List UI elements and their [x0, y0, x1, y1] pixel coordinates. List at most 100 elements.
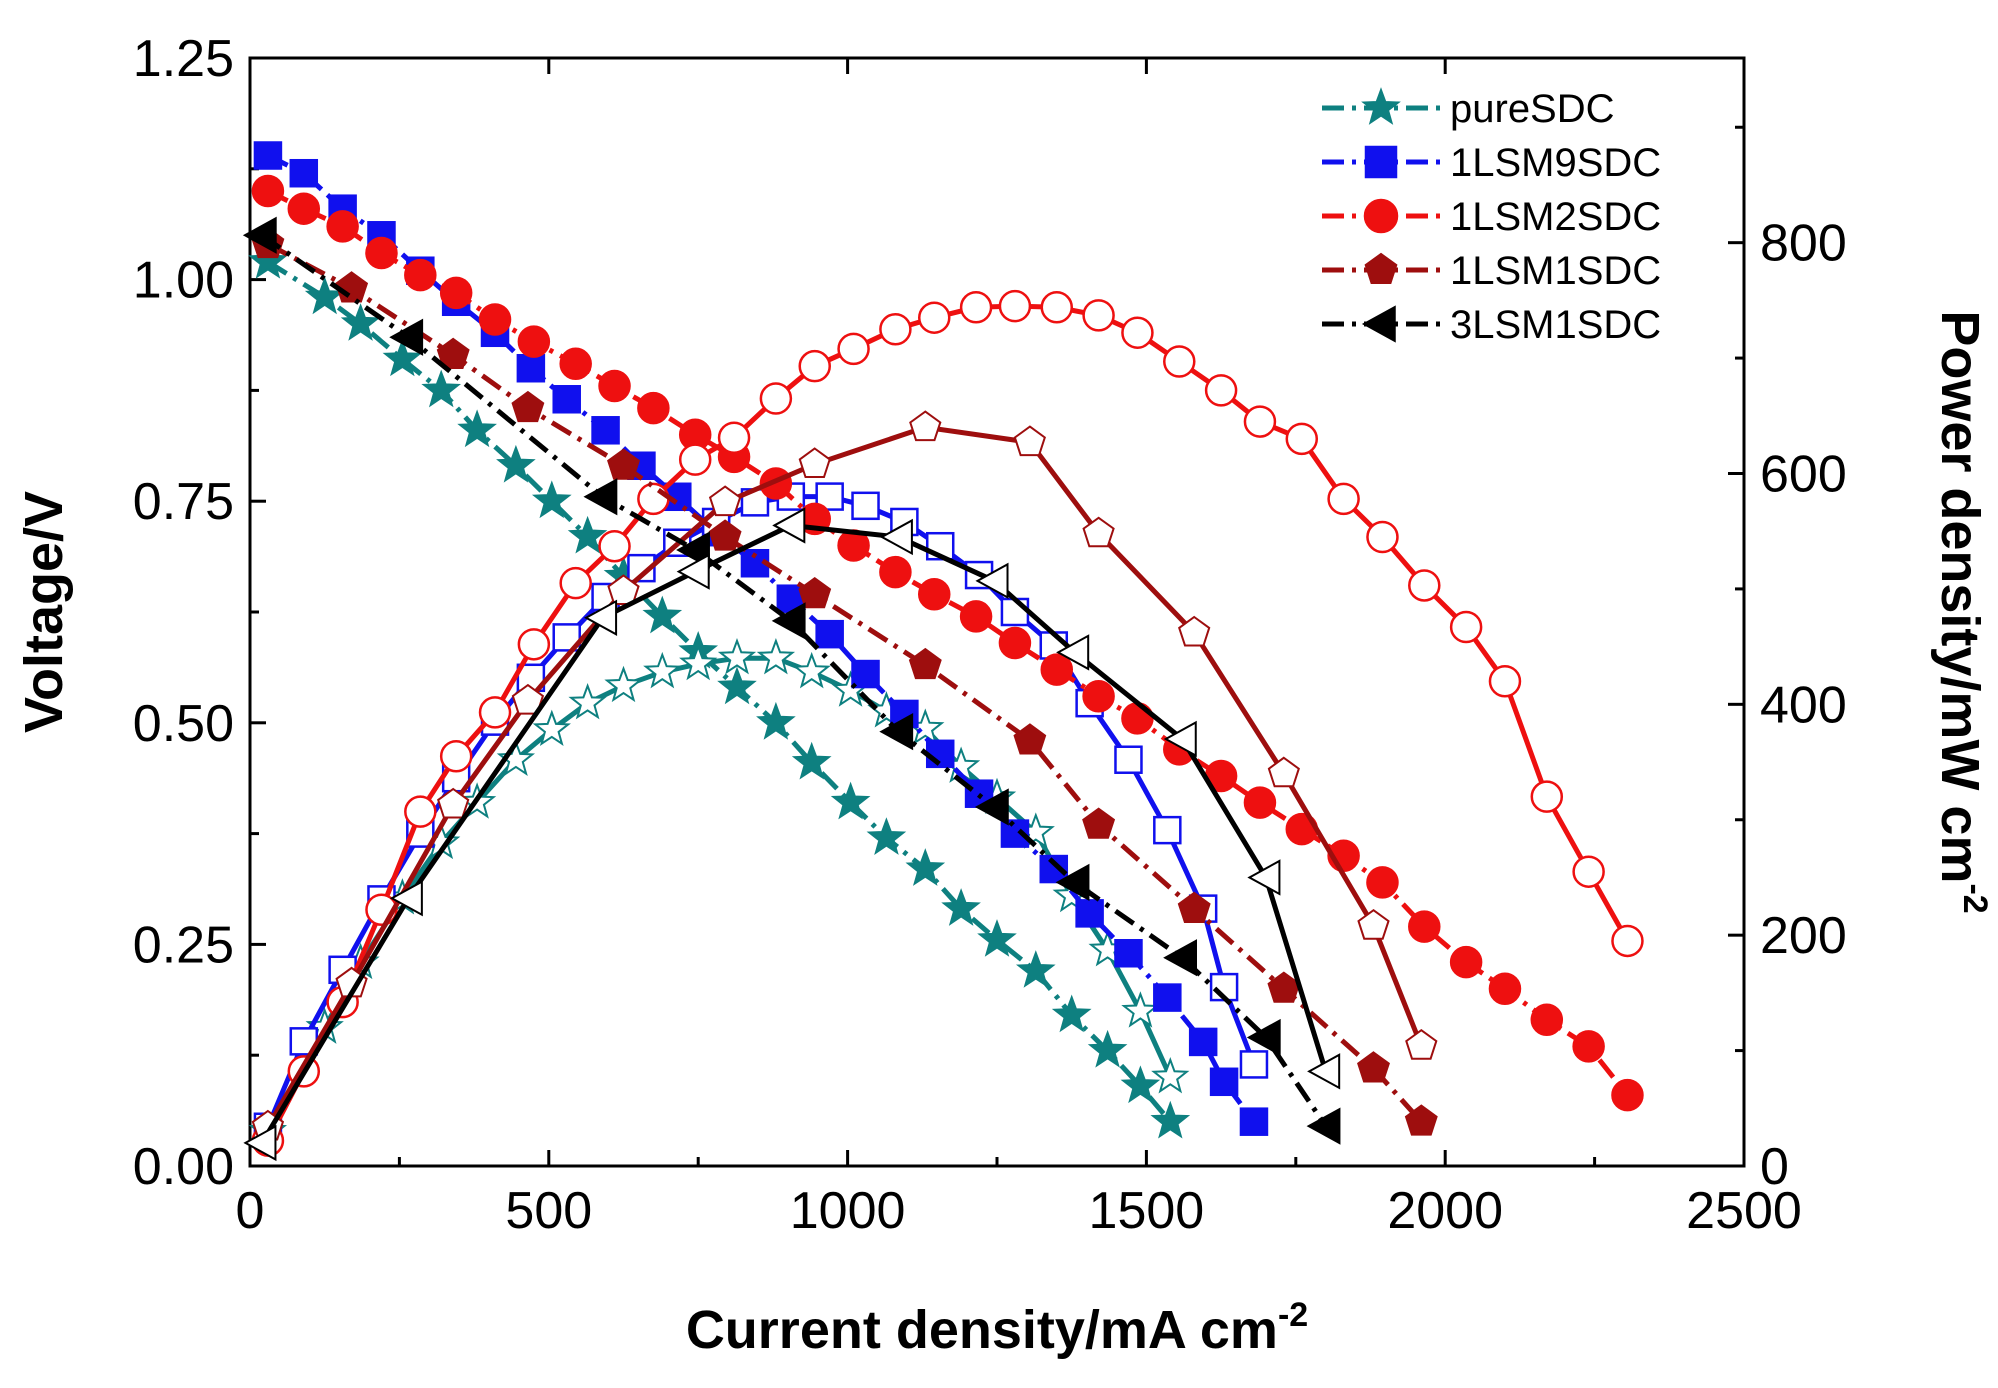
voltage-point-1LSM1SDC	[1082, 807, 1116, 839]
voltage-point-1LSM2SDC	[1243, 786, 1277, 819]
voltage-curve-pureSDC	[266, 259, 1173, 1124]
power-point-1LSM2SDC	[998, 289, 1032, 323]
voltage-point-1LSM2SDC	[1449, 945, 1483, 979]
series-1LSM1SDC	[251, 226, 1438, 1141]
voltage-curve-1LSM9SDC	[266, 153, 1257, 1124]
power-point-1LSM1SDC	[1405, 1028, 1438, 1060]
voltage-point-1LSM1SDC	[798, 576, 832, 609]
power-point-1LSM9SDC	[851, 491, 880, 521]
voltage-point-1LSM2SDC	[1572, 1030, 1605, 1063]
legend-marker-3LSM1SDC	[1361, 305, 1396, 343]
legend: pureSDC 1LSM9SDC 1LSM2SDC 1LSM1SDC 3LSM1SDC	[1322, 87, 1661, 347]
power-point-1LSM2SDC	[598, 529, 631, 563]
power-point-1LSM1SDC	[798, 447, 831, 478]
power-point-1LSM2SDC	[1327, 482, 1360, 516]
power-point-1LSM2SDC	[798, 349, 831, 383]
voltage-point-pureSDC	[1120, 1065, 1161, 1104]
voltage-point-1LSM2SDC	[517, 325, 551, 358]
series-3LSM1SDC	[242, 216, 1341, 1162]
voltage-point-3LSM1SDC	[1246, 1018, 1281, 1057]
voltage-point-1LSM9SDC	[1000, 819, 1030, 848]
series-pureSDC	[248, 241, 1191, 1148]
voltage-point-1LSM2SDC	[478, 303, 512, 336]
voltage-point-1LSM2SDC	[365, 236, 398, 270]
x-axis-title-superscript: -2	[1278, 1296, 1308, 1334]
power-point-1LSM2SDC	[1285, 422, 1319, 456]
voltage-point-pureSDC	[567, 515, 608, 554]
legend-marker-1LSM9SDC	[1364, 145, 1398, 179]
power-point-3LSM1SDC	[1163, 720, 1197, 758]
voltage-point-pureSDC	[457, 409, 497, 448]
power-point-1LSM2SDC	[1530, 780, 1564, 813]
axis-ticks	[248, 56, 1746, 1168]
y-right-tick-label: 200	[1760, 907, 1847, 965]
series-1LSM9SDC	[253, 141, 1269, 1142]
voltage-point-1LSM2SDC	[287, 192, 321, 225]
power-point-pureSDC	[679, 643, 718, 681]
power-point-pureSDC	[496, 739, 536, 777]
voltage-point-1LSM2SDC	[1121, 702, 1154, 735]
power-point-1LSM2SDC	[717, 421, 751, 454]
power-point-1LSM2SDC	[1163, 345, 1196, 378]
power-point-1LSM2SDC	[759, 382, 793, 415]
y-axis-title-right-main: Power density/mW cm	[1930, 310, 1990, 883]
power-point-pureSDC	[792, 651, 831, 689]
power-point-1LSM2SDC	[404, 795, 437, 828]
voltage-point-pureSDC	[756, 701, 796, 740]
power-point-3LSM1SDC	[772, 507, 806, 544]
power-point-1LSM2SDC	[637, 482, 670, 516]
legend-label-3LSM1SDC: 3LSM1SDC	[1450, 303, 1661, 347]
voltage-point-1LSM9SDC	[1209, 1067, 1239, 1097]
power-point-3LSM1SDC	[584, 599, 618, 636]
power-point-1LSM2SDC	[559, 566, 592, 600]
legend-label-pureSDC: pureSDC	[1450, 87, 1615, 131]
voltage-point-3LSM1SDC	[1055, 863, 1090, 901]
power-point-3LSM1SDC	[1247, 859, 1281, 896]
voltage-point-3LSM1SDC	[879, 713, 914, 751]
voltage-point-pureSDC	[531, 480, 572, 519]
y-left-tick-label: 1.25	[133, 30, 234, 88]
x-axis-title: Current density/mA cm-2	[686, 1296, 1308, 1360]
y-right-tick-label: 0	[1760, 1138, 1789, 1196]
y-right-tick-label: 600	[1760, 446, 1847, 504]
voltage-point-1LSM2SDC	[959, 600, 993, 633]
voltage-point-3LSM1SDC	[583, 478, 618, 516]
x-tick-label: 2500	[1686, 1182, 1802, 1240]
power-point-pureSDC	[717, 638, 757, 675]
y-axis-title-right: Power density/mW cm-2	[1930, 310, 1994, 913]
power-point-1LSM1SDC	[607, 574, 640, 605]
voltage-point-3LSM1SDC	[1306, 1107, 1341, 1145]
voltage-point-1LSM2SDC	[1366, 866, 1399, 899]
power-point-1LSM9SDC	[1239, 1050, 1269, 1079]
power-point-pureSDC	[643, 651, 682, 689]
power-point-3LSM1SDC	[389, 880, 423, 917]
voltage-point-1LSM1SDC	[335, 271, 369, 303]
voltage-point-1LSM1SDC	[511, 390, 545, 423]
voltage-point-1LSM2SDC	[251, 174, 285, 208]
voltage-point-1LSM2SDC	[404, 258, 437, 292]
data-series	[242, 141, 1644, 1162]
voltage-point-1LSM1SDC	[607, 448, 640, 480]
voltage-point-1LSM2SDC	[637, 391, 670, 425]
power-point-1LSM1SDC	[437, 787, 470, 819]
power-point-1LSM2SDC	[517, 628, 551, 661]
voltage-point-1LSM2SDC	[1040, 653, 1074, 686]
voltage-point-1LSM1SDC	[1177, 891, 1211, 923]
voltage-point-1LSM9SDC	[1188, 1027, 1218, 1057]
power-point-1LSM2SDC	[1040, 291, 1074, 324]
power-point-pureSDC	[1151, 1057, 1190, 1094]
voltage-point-pureSDC	[382, 338, 423, 377]
power-point-1LSM1SDC	[909, 410, 942, 442]
power-point-1LSM1SDC	[1357, 908, 1390, 940]
legend-marker-1LSM1SDC	[1364, 252, 1398, 284]
voltage-point-pureSDC	[941, 888, 981, 926]
power-point-1LSM1SDC	[1178, 615, 1211, 647]
voltage-point-3LSM1SDC	[242, 216, 277, 254]
voltage-point-1LSM1SDC	[1404, 1104, 1438, 1136]
y-left-tick-label: 1.00	[133, 252, 234, 310]
power-point-1LSM1SDC	[1013, 425, 1046, 457]
series-1LSM2SDC	[251, 174, 1644, 1157]
voltage-point-3LSM1SDC	[389, 318, 424, 356]
legend-label-1LSM9SDC: 1LSM9SDC	[1450, 141, 1661, 185]
y-left-tick-label: 0.25	[133, 916, 234, 974]
